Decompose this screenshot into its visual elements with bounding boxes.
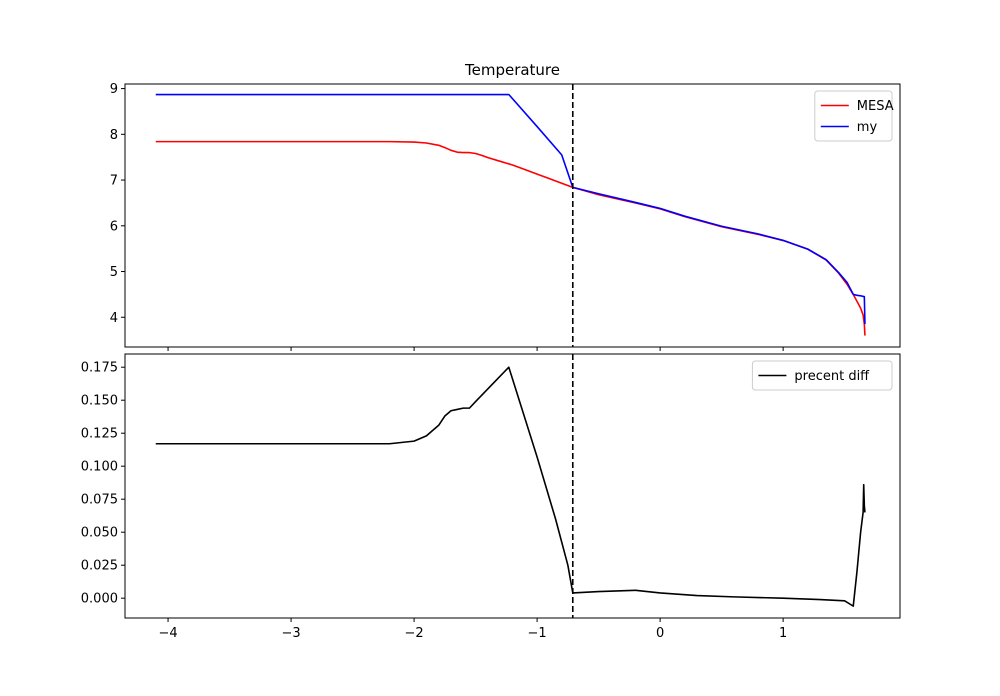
legend-box [814, 90, 893, 142]
percent-diff-axes: −4 −3 −2 −1 0 1 0.000 0.025 0.050 0.075 0.100 0.125… [81, 353, 901, 641]
x-tick-label: 1 [779, 626, 787, 641]
chart-title: Temperature [464, 61, 560, 79]
x-tick-label: −4 [158, 626, 177, 641]
y-tick-label: 0.125 [81, 427, 118, 442]
y-tick-label: 0.050 [81, 526, 118, 541]
legend-label: MESA [857, 99, 894, 114]
y-tick-label: 0.000 [81, 592, 118, 607]
y-tick-label: 0.075 [81, 493, 118, 508]
axes-frame [124, 353, 901, 619]
percent-diff-legend: precent diff [751, 360, 893, 391]
x-tick-label: −3 [281, 626, 300, 641]
x-tick-label: −1 [528, 626, 547, 641]
percent-diff-panel: −4 −3 −2 −1 0 1 0.000 0.025 0.050 0.075 0.100 0.125… [81, 353, 901, 641]
temperature-lines [155, 84, 866, 347]
series-line-precent-diff [155, 366, 866, 607]
x-tick-label: 0 [656, 626, 664, 641]
temperature-axes: 4 5 6 7 8 9 [110, 82, 901, 351]
legend-box [751, 360, 893, 391]
percent-diff-lines [155, 354, 866, 618]
y-tick-label: 0.150 [81, 394, 118, 409]
x-tick-label: −2 [405, 626, 424, 641]
temperature-legend: MESA my [814, 90, 894, 142]
y-tick-label: 0.100 [81, 460, 118, 475]
series-line-my [155, 93, 866, 325]
y-tick-label: 4 [110, 311, 118, 326]
y-tick-label: 9 [110, 82, 118, 97]
legend-label: my [857, 120, 878, 135]
temperature-panel: Temperature 4 5 6 7 8 9 MESA my [110, 61, 901, 351]
y-tick-label: 0.025 [81, 559, 118, 574]
legend-label: precent diff [794, 369, 870, 384]
y-tick-label: 0.175 [81, 361, 118, 376]
y-tick-label: 7 [110, 174, 118, 189]
y-tick-label: 6 [110, 219, 118, 234]
y-tick-label: 8 [110, 128, 118, 143]
y-tick-label: 5 [110, 265, 118, 280]
axes-frame [124, 83, 901, 348]
